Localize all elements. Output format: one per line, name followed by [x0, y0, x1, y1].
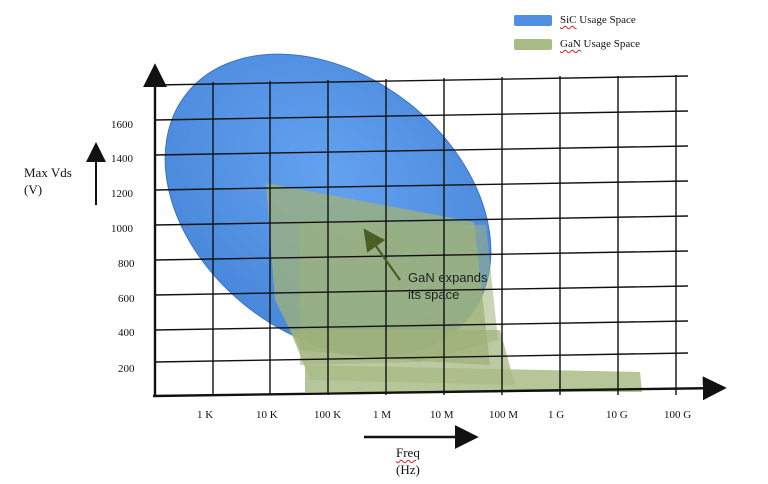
legend-label-gan: GaN Usage Space	[560, 38, 641, 50]
x-tick-label: 1 G	[548, 409, 564, 421]
x-axis-label-line2: (Hz)	[396, 462, 420, 477]
y-tick-label: 1600	[111, 119, 134, 131]
x-axis-label: Freq (Hz)	[396, 444, 420, 478]
x-axis-label-line1: Freq	[396, 445, 420, 460]
x-axis	[152, 376, 727, 401]
y-tick-label: 1200	[111, 188, 134, 200]
y-tick-label: 400	[118, 327, 135, 339]
y-tick-label: 800	[118, 258, 135, 270]
x-tick-label: 10 M	[430, 409, 454, 421]
x-tick-label: 1 M	[373, 409, 391, 421]
y-tick-label: 1400	[111, 153, 134, 165]
legend-item-gan: GaN Usage Space	[514, 38, 640, 50]
legend-item-sic: SiC Usage Space	[514, 14, 636, 26]
x-tick-label: 100 G	[664, 409, 691, 421]
annotation-line1: GaN expands	[408, 270, 488, 285]
y-tick-label: 200	[118, 363, 135, 375]
x-tick-label: 10 G	[606, 409, 628, 421]
x-tick-label: 1 K	[197, 409, 213, 421]
legend-swatch-sic	[514, 14, 552, 26]
x-tick-label: 100 K	[314, 409, 341, 421]
y-tick-label: 1000	[111, 223, 134, 235]
legend-label-sic: SiC Usage Space	[560, 14, 636, 26]
gan-annotation: GaN expands its space	[408, 269, 488, 303]
grid	[154, 75, 689, 395]
x-tick-label: 100 M	[489, 409, 518, 421]
x-tick-label: 10 K	[256, 409, 278, 421]
y-axis-label-line2: (V)	[24, 182, 43, 197]
annotation-line2: its space	[408, 287, 460, 302]
y-axis-label-line1: Max Vds	[24, 165, 72, 180]
expansion-arrow	[363, 228, 401, 281]
y-axis-label: Max Vds (V)	[24, 164, 72, 198]
x-tick-labels: 1 K 10 K 100 K 1 M 10 M 100 M 1 G 10 G 1…	[197, 409, 691, 421]
y-tick-label: 600	[118, 293, 135, 305]
y-tick-labels: 200 400 600 800 1000 1200 1400 1600	[111, 119, 135, 375]
legend-swatch-gan	[514, 38, 552, 50]
